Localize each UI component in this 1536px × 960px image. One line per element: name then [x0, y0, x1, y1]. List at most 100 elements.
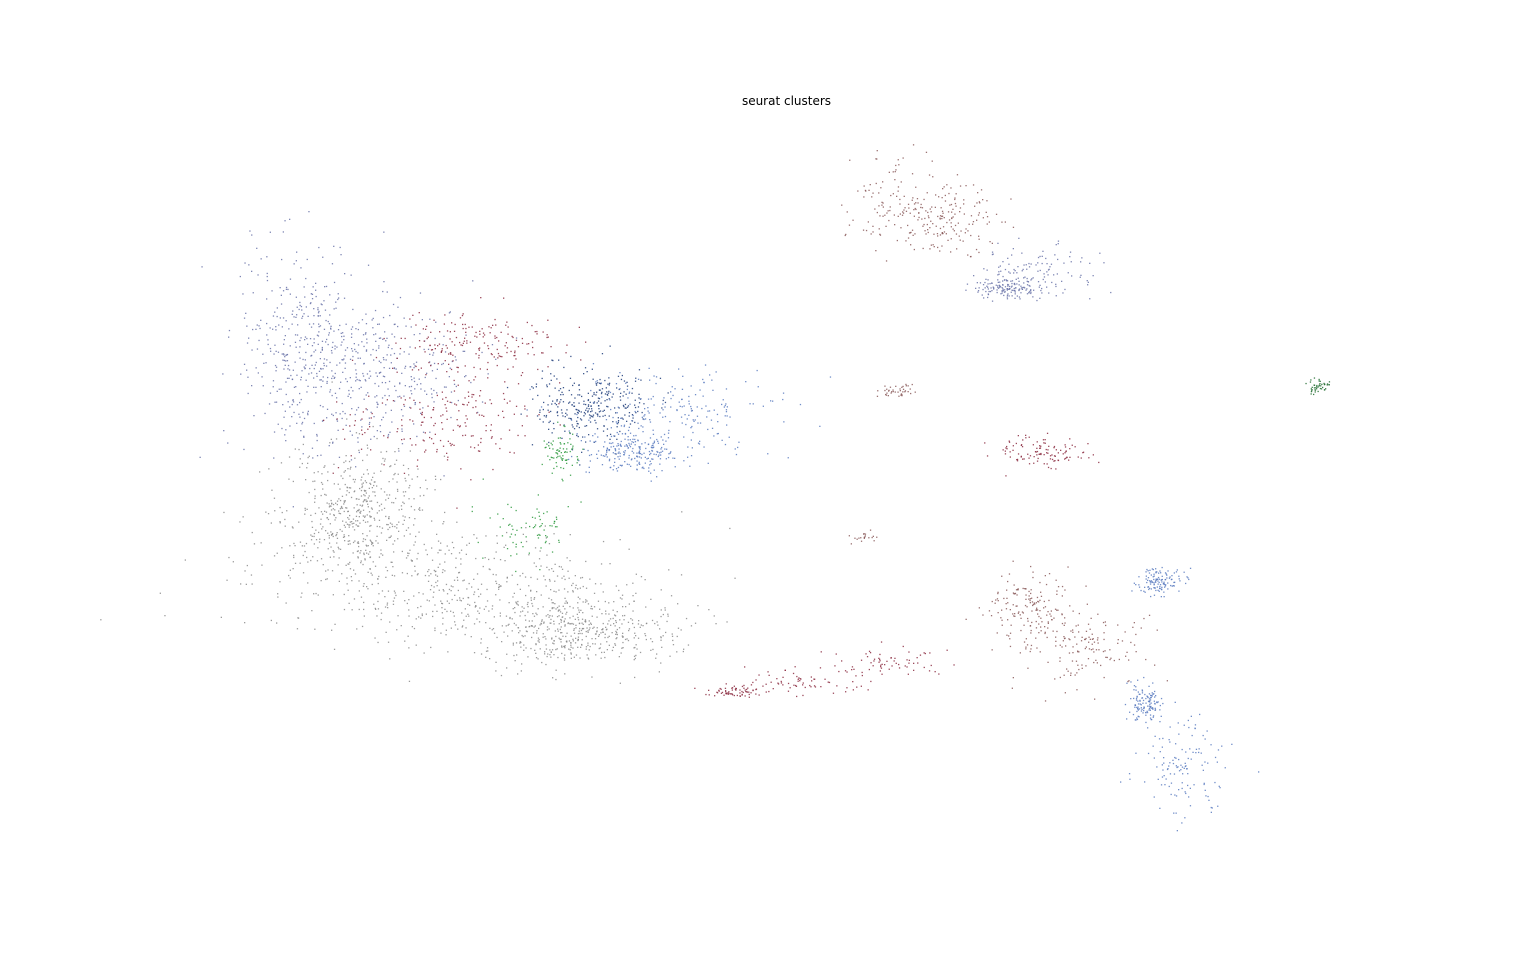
- data-point: [907, 237, 910, 239]
- data-point: [1149, 697, 1152, 699]
- data-point: [1150, 595, 1152, 598]
- data-point: [1019, 298, 1021, 300]
- data-point: [1028, 262, 1030, 265]
- data-point: [1325, 388, 1327, 390]
- data-point: [340, 254, 342, 256]
- data-point: [399, 347, 402, 350]
- data-point: [386, 523, 388, 526]
- data-point: [1098, 649, 1100, 651]
- data-point: [393, 336, 396, 338]
- data-point: [327, 479, 329, 482]
- data-point: [436, 394, 438, 397]
- data-point: [515, 601, 517, 603]
- data-point: [441, 571, 444, 574]
- data-point: [561, 652, 563, 655]
- data-point: [409, 533, 411, 535]
- data-point: [1046, 432, 1049, 434]
- data-point: [376, 401, 378, 403]
- data-point: [524, 635, 526, 637]
- data-point: [523, 607, 525, 609]
- data-point: [473, 534, 475, 536]
- data-point: [370, 524, 372, 527]
- data-point: [991, 253, 994, 256]
- data-point: [333, 463, 335, 465]
- data-point: [913, 203, 916, 205]
- data-point: [283, 339, 285, 341]
- data-point: [378, 385, 380, 387]
- data-point: [338, 498, 340, 500]
- data-point: [303, 313, 305, 315]
- data-point: [888, 389, 890, 391]
- data-point: [447, 440, 449, 442]
- data-point: [1095, 649, 1098, 651]
- data-point: [1173, 581, 1175, 584]
- data-point: [562, 387, 565, 389]
- data-point: [338, 456, 341, 458]
- data-point: [513, 452, 515, 454]
- data-point: [999, 286, 1001, 288]
- data-point: [596, 380, 598, 382]
- data-point: [437, 552, 439, 554]
- data-point: [624, 407, 626, 409]
- data-point: [968, 223, 970, 225]
- data-point: [309, 302, 312, 305]
- data-point: [606, 428, 609, 430]
- data-point: [637, 456, 639, 458]
- data-point: [1001, 290, 1004, 292]
- data-point: [928, 174, 931, 176]
- data-point: [1005, 603, 1007, 605]
- data-point: [1020, 629, 1022, 632]
- data-point: [491, 605, 494, 607]
- data-point: [485, 650, 488, 652]
- data-point: [848, 535, 850, 537]
- data-point: [1036, 299, 1038, 302]
- data-point: [660, 637, 662, 639]
- data-point: [1048, 292, 1050, 294]
- data-point: [444, 561, 446, 563]
- data-point: [1016, 295, 1018, 297]
- data-point: [1004, 289, 1006, 291]
- data-point: [534, 625, 536, 627]
- data-point: [559, 447, 561, 449]
- data-point: [419, 292, 422, 294]
- data-point: [716, 692, 719, 694]
- data-point: [967, 230, 969, 232]
- data-point: [329, 442, 331, 444]
- data-point: [867, 689, 869, 691]
- data-point: [726, 415, 728, 417]
- data-point: [613, 601, 615, 603]
- data-point: [721, 439, 723, 441]
- data-point: [401, 372, 403, 374]
- data-point: [1032, 444, 1034, 446]
- data-point: [838, 670, 840, 673]
- data-point: [846, 687, 848, 689]
- data-point: [947, 211, 950, 213]
- data-point: [765, 683, 767, 685]
- data-point: [1130, 681, 1132, 683]
- data-point: [905, 210, 908, 212]
- data-point: [864, 533, 867, 535]
- data-point: [323, 362, 325, 364]
- data-point: [392, 543, 394, 545]
- data-point: [432, 610, 434, 613]
- data-point: [462, 434, 464, 437]
- data-point: [314, 501, 316, 503]
- data-point: [793, 684, 795, 686]
- data-point: [589, 417, 591, 419]
- data-point: [1184, 791, 1186, 793]
- data-point: [862, 229, 865, 231]
- data-point: [508, 524, 510, 526]
- data-point: [729, 416, 731, 418]
- data-point: [1055, 283, 1057, 285]
- data-point: [337, 546, 339, 548]
- data-point: [554, 520, 556, 523]
- data-point: [573, 428, 576, 430]
- data-point: [703, 381, 705, 384]
- data-point: [1181, 782, 1183, 784]
- data-point: [402, 523, 404, 525]
- data-point: [362, 459, 364, 462]
- data-point: [1154, 709, 1157, 711]
- data-point: [595, 381, 597, 383]
- data-point: [661, 446, 663, 449]
- data-point: [1190, 715, 1192, 717]
